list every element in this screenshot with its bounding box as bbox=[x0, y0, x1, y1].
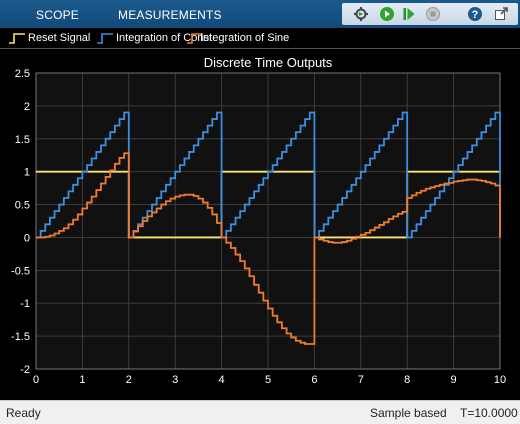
stop-icon[interactable] bbox=[424, 5, 442, 23]
legend-swatch-sine bbox=[187, 33, 203, 44]
y-tick-label: 2 bbox=[24, 101, 30, 113]
scope-chart[interactable]: 0 1 2 3 4 5 6 7 8 9 10 2.5 2 1.5 1 0.5 0 -0.5 -1 -1.5 -2 Disc… bbox=[0, 49, 520, 400]
y-tick-label: 0.5 bbox=[15, 200, 30, 212]
x-tick-label: 1 bbox=[79, 374, 85, 386]
x-tick-label: 9 bbox=[451, 374, 457, 386]
y-tick-label: -2 bbox=[20, 364, 30, 376]
series-integration-of-sine bbox=[36, 152, 501, 345]
legend-swatch-const bbox=[97, 33, 113, 44]
x-tick-label: 6 bbox=[311, 374, 317, 386]
legend-swatch-reset bbox=[9, 33, 25, 44]
x-tick-label: 10 bbox=[494, 374, 506, 386]
x-tick-label: 4 bbox=[219, 374, 225, 386]
status-bar: Ready Sample based T=10.0000 bbox=[0, 400, 520, 424]
help-icon[interactable]: ? bbox=[466, 5, 484, 23]
x-tick-label: 8 bbox=[404, 374, 410, 386]
svg-text:?: ? bbox=[472, 9, 479, 21]
y-tick-label: -1.5 bbox=[11, 331, 30, 343]
undock-icon[interactable] bbox=[492, 5, 510, 23]
y-tick-label: 2.5 bbox=[15, 68, 30, 80]
y-tick-label: 1 bbox=[24, 167, 30, 179]
y-tick-label: -1 bbox=[20, 298, 30, 310]
legend: Reset Signal Integration of Const Integr… bbox=[0, 28, 520, 49]
plot-area: 0 1 2 3 4 5 6 7 8 9 10 2.5 2 1.5 1 0.5 0 -0.5 -1 -1.5 -2 Disc… bbox=[0, 49, 520, 400]
x-tick-label: 7 bbox=[358, 374, 364, 386]
legend-label-const: Integration of Const bbox=[116, 32, 213, 44]
y-tick-label: -0.5 bbox=[11, 265, 30, 277]
series-integration-of-const bbox=[36, 111, 501, 239]
x-tick-label: 2 bbox=[126, 374, 132, 386]
legend-label-sine: Integration of Sine bbox=[200, 32, 290, 44]
step-settings-icon[interactable] bbox=[352, 5, 370, 23]
x-tick-label: 3 bbox=[172, 374, 178, 386]
status-sample-mode: Sample based bbox=[370, 406, 447, 420]
x-tick-label: 5 bbox=[265, 374, 271, 386]
status-ready: Ready bbox=[6, 406, 41, 420]
y-tick-label: 0 bbox=[24, 232, 30, 244]
y-tick-label: 1.5 bbox=[15, 134, 30, 146]
status-sim-time: T=10.0000 bbox=[460, 406, 518, 420]
toolstrip: SCOPE MEASUREMENTS bbox=[0, 0, 520, 28]
legend-label-reset: Reset Signal bbox=[28, 32, 91, 44]
run-icon[interactable] bbox=[378, 5, 396, 23]
tab-scope[interactable]: SCOPE bbox=[36, 8, 80, 22]
x-tick-label: 0 bbox=[33, 374, 39, 386]
step-forward-icon[interactable] bbox=[400, 5, 418, 23]
simulation-toolbar: ? bbox=[342, 3, 518, 25]
chart-title: Discrete Time Outputs bbox=[204, 55, 333, 70]
tab-measurements[interactable]: MEASUREMENTS bbox=[118, 8, 222, 22]
